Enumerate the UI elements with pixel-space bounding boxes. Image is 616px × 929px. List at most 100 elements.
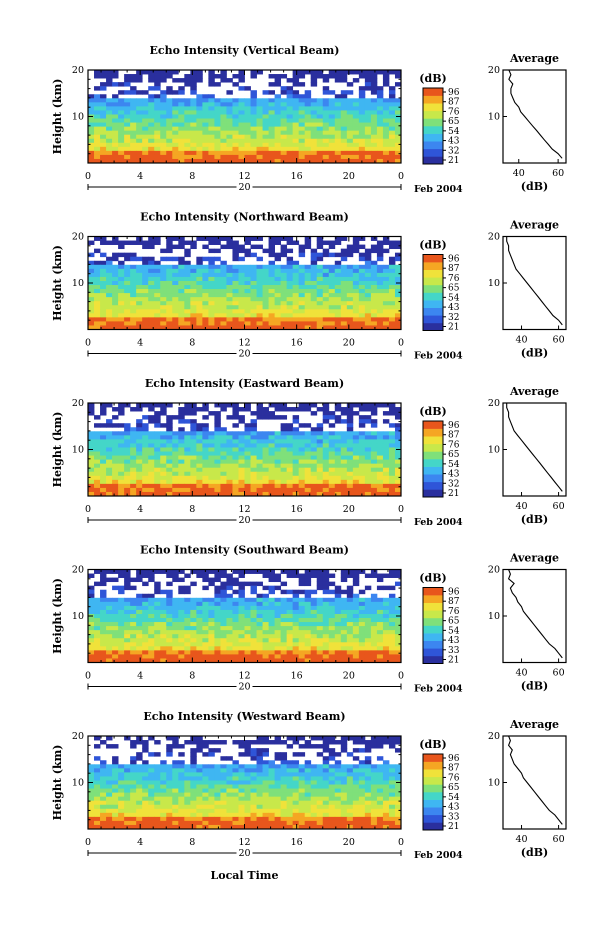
- heatmap-cell: [190, 581, 197, 587]
- heatmap-cell: [304, 150, 312, 156]
- heatmap-cell: [256, 130, 263, 136]
- heatmap-cell: [298, 439, 306, 444]
- heatmap-cell: [100, 252, 107, 258]
- heatmap-cell: [280, 244, 288, 250]
- heatmap-cell: [220, 260, 227, 266]
- heatmap-cell: [292, 407, 300, 412]
- heatmap-cell: [130, 443, 137, 448]
- heatmap-cell: [274, 768, 282, 773]
- heatmap-cell: [118, 309, 125, 314]
- heatmap-cell: [322, 102, 330, 107]
- heatmap-cell: [166, 423, 173, 428]
- heatmap-cell: [286, 268, 294, 274]
- heatmap-cell: [394, 252, 402, 258]
- heatmap-cell: [214, 419, 221, 424]
- heatmap-cell: [250, 102, 257, 107]
- heatmap-cell: [268, 240, 275, 245]
- heatmap-cell: [304, 240, 312, 245]
- heatmap-cell: [286, 146, 294, 152]
- heatmap-cell: [220, 638, 227, 643]
- heatmap-cell: [238, 415, 245, 420]
- heatmap-cell: [196, 740, 203, 745]
- heatmap-cell: [394, 463, 402, 469]
- heatmap-cell: [214, 609, 221, 615]
- heatmap-cell: [274, 142, 282, 148]
- heatmap-cell: [376, 293, 384, 298]
- heatmap-cell: [268, 134, 275, 140]
- heatmap-cell: [178, 431, 185, 436]
- heatmap-cell: [310, 313, 318, 318]
- heatmap-cell: [226, 293, 233, 298]
- heatmap-cell: [334, 772, 342, 777]
- heatmap-cell: [370, 264, 378, 270]
- heatmap-cell: [304, 626, 312, 631]
- heatmap-cell: [310, 455, 318, 461]
- heatmap-cell: [226, 138, 233, 144]
- heatmap-cell: [208, 325, 215, 330]
- heatmap-cell: [148, 74, 155, 79]
- heatmap-cell: [172, 479, 179, 485]
- heatmap-cell: [268, 487, 275, 493]
- heatmap-cell: [154, 618, 161, 623]
- heatmap-cell: [334, 70, 342, 75]
- heatmap-cell: [94, 479, 101, 485]
- heatmap-cell: [340, 768, 348, 773]
- heatmap-cell: [136, 475, 143, 481]
- heatmap-cell: [208, 772, 215, 777]
- heatmap-cell: [208, 285, 215, 290]
- heatmap-cell: [298, 459, 306, 465]
- heatmap-cell: [112, 597, 119, 603]
- heatmap-cell: [94, 491, 101, 497]
- heatmap-cell: [274, 764, 282, 769]
- heatmap-cell: [172, 110, 179, 115]
- heatmap-cell: [244, 305, 251, 310]
- x-tick-label: 0: [398, 504, 404, 515]
- heatmap-cell: [166, 90, 173, 95]
- heatmap-cell: [280, 102, 288, 107]
- heatmap-cell: [304, 609, 312, 615]
- heatmap-cell: [88, 142, 95, 148]
- heatmap-cell: [292, 740, 300, 745]
- heatmap-cell: [112, 768, 119, 773]
- heatmap-cell: [274, 305, 282, 310]
- heatmap-cell: [346, 776, 354, 781]
- heatmap-cell: [394, 491, 402, 497]
- heatmap-cell: [88, 618, 95, 623]
- heatmap-cell: [394, 154, 402, 160]
- heatmap-cell: [130, 122, 137, 128]
- heatmap-cell: [142, 613, 149, 619]
- heatmap-cell: [388, 122, 396, 128]
- heatmap-cell: [298, 601, 306, 607]
- heatmap-cell: [130, 280, 137, 286]
- heatmap-cell: [364, 252, 372, 258]
- heatmap-cell: [316, 772, 324, 777]
- heatmap-cell: [142, 301, 149, 306]
- heatmap-cell: [292, 487, 300, 493]
- heatmap-cell: [328, 467, 336, 473]
- heatmap-cell: [274, 82, 282, 87]
- heatmap-cell: [256, 638, 263, 643]
- heatmap-cell: [130, 439, 137, 444]
- heatmap-cell: [334, 471, 342, 477]
- heatmap-cell: [274, 618, 282, 623]
- heatmap-cell: [376, 289, 384, 294]
- heatmap-cell: [250, 467, 257, 473]
- heatmap-cell: [346, 491, 354, 497]
- heatmap-cell: [304, 491, 312, 497]
- heatmap-cell: [106, 321, 113, 326]
- heatmap-cell: [298, 248, 306, 254]
- heatmap-cell: [244, 601, 251, 607]
- heatmap-cell: [274, 98, 282, 103]
- heatmap-cell: [166, 471, 173, 477]
- heatmap-cell: [190, 276, 197, 282]
- heatmap-cell: [220, 403, 227, 408]
- heatmap-cell: [328, 573, 336, 578]
- heatmap-cell: [298, 589, 306, 595]
- heatmap-cell: [214, 776, 221, 781]
- heatmap-cell: [226, 585, 233, 591]
- heatmap-cell: [268, 272, 275, 278]
- heatmap-cell: [232, 102, 239, 107]
- heatmap-cell: [148, 634, 155, 639]
- heatmap-cell: [142, 102, 149, 107]
- colorbar-tick-label: 65: [448, 117, 460, 127]
